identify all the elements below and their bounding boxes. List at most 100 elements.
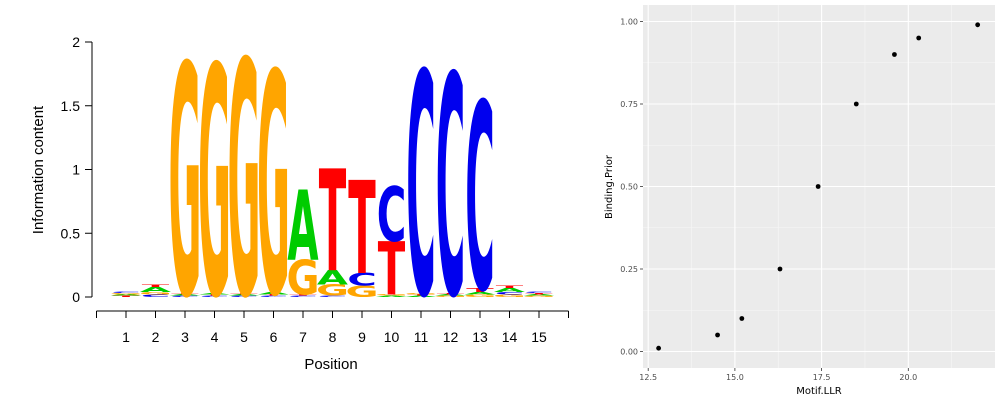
logo-x-tick-label: 14	[502, 329, 518, 345]
scatter-y-tick-label: 0.75	[620, 100, 638, 109]
logo-x-tick-label: 5	[240, 329, 248, 345]
data-point	[916, 35, 922, 41]
logo-letter-C: C	[318, 295, 348, 297]
logo-letter-G: G	[227, 0, 260, 370]
data-point	[715, 332, 720, 338]
logo-x-axis-title: Position	[304, 356, 357, 373]
logo-letter-C: C	[200, 295, 230, 297]
logo-letter-T: T	[319, 142, 346, 304]
logo-letter-G: G	[257, 12, 290, 365]
logo-letter-T: T	[171, 293, 199, 295]
logo-letter-A: A	[169, 294, 200, 296]
logo-letter-T: T	[378, 226, 406, 312]
logo-letter-A: A	[140, 285, 172, 293]
logo-y-tick-label: 1.5	[61, 98, 81, 114]
logo-letter-A: A	[523, 294, 554, 296]
logo-letter-A: A	[435, 294, 466, 296]
logo-letter-T: T	[112, 295, 140, 297]
logo-x-tick-label: 6	[270, 329, 278, 345]
logo-letter-C: C	[229, 295, 259, 297]
data-point	[853, 101, 859, 107]
logo-x-tick-label: 2	[152, 329, 160, 345]
logo-letter-C: C	[170, 295, 200, 297]
logo-letter-T: T	[437, 293, 465, 295]
logo-x-tick-label: 10	[384, 329, 400, 345]
logo-x-tick-label: 7	[299, 329, 307, 345]
logo-letter-A: A	[405, 295, 436, 297]
logo-letter-A: A	[494, 287, 526, 293]
logo-letter-T: T	[230, 293, 258, 295]
logo-letter-T: T	[496, 285, 524, 289]
scatter-x-tick-label: 12.5	[639, 373, 657, 382]
logo-y-tick-label: 1	[72, 162, 80, 178]
scatter-x-axis-title: Motif.LLR	[796, 386, 842, 397]
logo-letter-T: T	[260, 294, 288, 296]
logo-x-tick-label: 13	[472, 329, 488, 345]
logo-letter-G: G	[522, 295, 555, 297]
logo-letter-A: A	[199, 293, 230, 295]
logo-letter-A: A	[464, 291, 495, 295]
logo-letter-A: A	[228, 294, 259, 296]
logo-letter-C: C	[288, 295, 318, 297]
scatter-y-tick-label: 0.50	[620, 183, 638, 192]
logo-letter-C: C	[111, 292, 141, 294]
logo-letter-G: G	[434, 295, 467, 297]
logo-y-axis-title: Information content	[30, 105, 47, 234]
logo-letter-C: C	[524, 292, 554, 294]
logo-letter-T: T	[289, 294, 317, 296]
logo-x-tick-label: 15	[531, 329, 547, 345]
scatter-y-axis-title: Binding.Prior	[604, 154, 615, 219]
logo-letter-T: T	[142, 284, 170, 288]
logo-x-tick-label: 4	[211, 329, 219, 345]
scatter-x-tick-label: 17.5	[813, 373, 831, 382]
logo-letter-C: C	[465, 51, 495, 350]
logo-letter-C: C	[141, 294, 171, 298]
logo-letter-G: G	[198, 1, 231, 367]
logo-letter-T: T	[407, 294, 435, 296]
logo-letter-C: C	[406, 11, 436, 366]
data-point	[739, 316, 745, 321]
logo-letter-A: A	[258, 291, 289, 295]
logo-x-tick-label: 11	[414, 329, 429, 345]
logo-letter-G: G	[463, 294, 496, 298]
logo-x-tick-label: 8	[329, 329, 337, 345]
data-point	[815, 184, 821, 189]
scatter-x-tick-label: 15.0	[726, 373, 744, 382]
logo-x-tick-label: 12	[443, 329, 459, 345]
logo-letter-A: A	[376, 295, 407, 297]
scatter-y-tick-label: 0.00	[620, 348, 638, 357]
scatter-plot-panel: Binding.Prior Motif.LLR 12.5 15.0 17.5 20.0…	[604, 5, 995, 397]
data-point	[975, 22, 981, 28]
logo-letter-G: G	[286, 251, 319, 306]
logo-letter-G: G	[168, 1, 201, 369]
data-point	[892, 52, 897, 57]
logo-letter-T: T	[201, 294, 229, 296]
logo-letter-C: C	[377, 172, 407, 259]
logo-y-tick-label: 0.5	[61, 225, 81, 241]
data-point	[656, 345, 662, 351]
logo-y-tick-label: 2	[72, 34, 80, 50]
logo-letter-C: C	[347, 270, 377, 290]
logo-letter-C: C	[436, 13, 466, 365]
logo-letter-C: C	[495, 291, 525, 295]
logo-letter-A: A	[317, 267, 349, 289]
logo-letter-T: T	[348, 155, 375, 303]
logo-letter-T: T	[525, 293, 553, 295]
logo-letter-C: C	[259, 295, 289, 297]
scatter-x-tick-label: 20.0	[899, 373, 917, 382]
logo-x-tick-label: 3	[181, 329, 189, 345]
scatter-y-tick-label: 0.25	[620, 265, 638, 274]
logo-letter-A: A	[110, 294, 141, 296]
scatter-y-tick-label: 1.00	[620, 18, 638, 27]
sequence-logo-panel: Information content Position 00.511.521 2…	[30, 0, 569, 373]
logo-letter-G: G	[316, 282, 349, 300]
logo-x-tick-label: 1	[122, 329, 130, 345]
logo-letter-G: G	[139, 291, 172, 295]
logo-letter-G: G	[345, 283, 378, 301]
data-point	[777, 266, 783, 272]
logo-letter-G: G	[404, 293, 437, 295]
logo-x-tick-label: 9	[358, 329, 366, 345]
logo-letter-G: G	[493, 294, 526, 298]
logo-letter-A: A	[287, 173, 318, 284]
